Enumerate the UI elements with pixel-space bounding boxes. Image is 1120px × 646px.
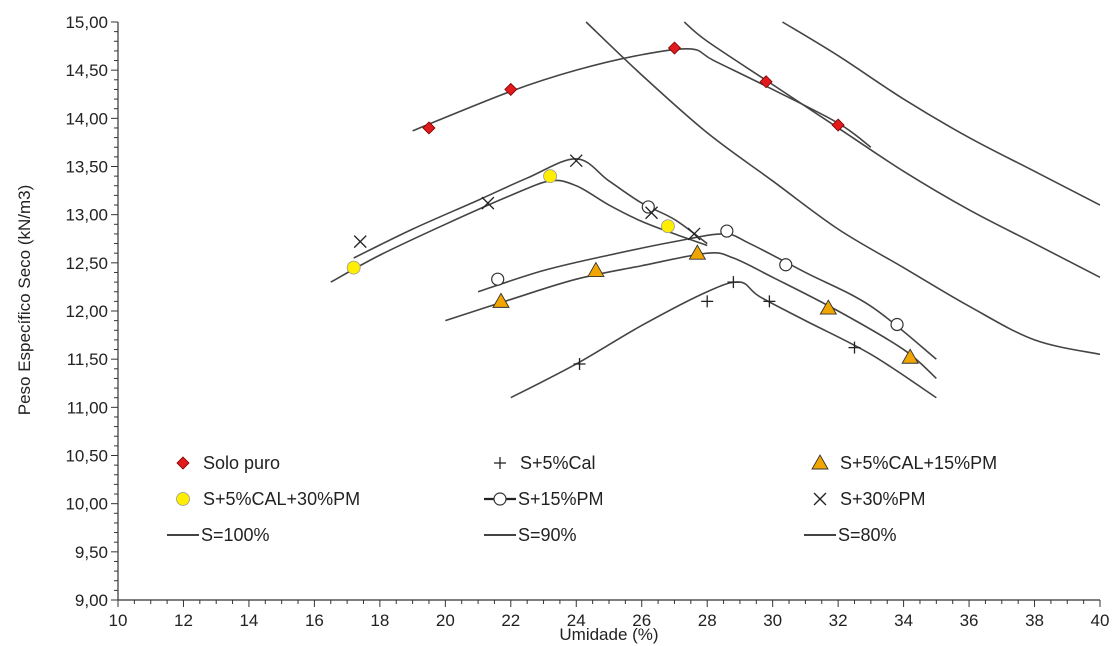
legend-marker (176, 456, 190, 470)
legend-label: S+5%CAL+15%PM (840, 453, 997, 473)
legend-item-s-5-cal-30-pm: S+5%CAL+30%PM (176, 489, 360, 509)
point-s-15-pm (890, 317, 904, 332)
curve-s-80 (782, 21, 1101, 206)
legend-label: S+15%PM (518, 489, 604, 509)
x-tick-label: 36 (960, 611, 979, 630)
x-tick-label: 18 (370, 611, 389, 630)
curve-s-5-cal-15-pm (445, 252, 937, 380)
point-s-5-cal (701, 295, 714, 308)
point-s-30-pm (687, 227, 701, 241)
y-tick-label: 11,50 (67, 350, 108, 369)
point-s-15-pm (720, 224, 734, 238)
point-solo-puro (422, 121, 436, 135)
point-s-5-cal (763, 295, 776, 308)
legend-item-s-15-pm: S+15%PM (484, 489, 604, 509)
x-axis-title: Umidade (%) (559, 625, 658, 644)
legend-label: S+5%CAL+30%PM (203, 489, 360, 509)
y-tick-label: 11,00 (67, 398, 108, 417)
point-s-5-cal (848, 341, 861, 354)
point-s-5-cal (727, 276, 740, 289)
legend-item-s-100: S=100% (167, 525, 270, 545)
x-tick-label: 16 (305, 611, 324, 630)
y-tick-label: 14,50 (65, 61, 108, 80)
legend-item-solo-puro: Solo puro (176, 453, 280, 473)
fit-curves (330, 21, 1101, 399)
point-s-30-pm (353, 235, 367, 249)
y-tick-label: 14,00 (65, 109, 108, 128)
y-tick-label: 13,50 (65, 158, 108, 177)
point-solo-puro (831, 118, 845, 132)
x-tick-label: 28 (698, 611, 717, 630)
x-tick-label: 24 (567, 611, 586, 630)
legend: Solo puro S+5%Cal S+5%CAL+15%PM S+5%CAL+30%… (167, 453, 997, 545)
point-s-15-pm (491, 272, 505, 286)
legend-label: S=100% (201, 525, 270, 545)
legend-marker (811, 454, 829, 470)
legend-marker (494, 457, 506, 469)
legend-item-s-80: S=80% (804, 525, 897, 545)
y-tick-label: 10,00 (65, 495, 108, 514)
curve-s-5-cal-30-pm (330, 179, 708, 283)
point-s-5-cal-15-pm (587, 261, 605, 277)
point-s-5-cal-30-pm (543, 169, 557, 184)
legend-label: S=80% (838, 525, 897, 545)
x-tick-label: 14 (239, 611, 258, 630)
legend-marker (176, 492, 190, 506)
point-s-30-pm (569, 154, 583, 168)
point-s-5-cal-30-pm (346, 260, 361, 275)
x-tick-label: 38 (1025, 611, 1044, 630)
point-s-30-pm (481, 196, 495, 210)
point-s-15-pm (641, 200, 655, 214)
x-tick-label: 22 (501, 611, 520, 630)
legend-marker (493, 492, 507, 506)
point-solo-puro (759, 75, 773, 89)
legend-marker (813, 492, 827, 506)
axes: 10 12 14 16 18 20 22 24 26 28 30 32 34 36 38 40 9,00 9,50… (65, 13, 1109, 630)
point-s-5-cal-15-pm (688, 244, 707, 260)
legend-label: S+30%PM (840, 489, 926, 509)
curve-s-90 (683, 21, 1101, 278)
x-tick-label: 12 (174, 611, 193, 630)
legend-label: Solo puro (203, 453, 280, 473)
y-tick-label: 12,50 (65, 254, 108, 273)
point-solo-puro (504, 82, 518, 96)
x-tick-label: 10 (109, 611, 128, 630)
data-markers (346, 41, 919, 370)
x-tick-label: 34 (894, 611, 913, 630)
legend-item-s-5-cal: S+5%Cal (494, 453, 596, 473)
legend-item-s-90: S=90% (484, 525, 577, 545)
curve-solo-puro (412, 48, 872, 148)
y-axis-title: Peso Específico Seco (kN/m3) (15, 185, 34, 416)
x-tick-label: 30 (763, 611, 782, 630)
legend-label: S=90% (518, 525, 577, 545)
point-s-5-cal (573, 357, 586, 370)
point-s-30-pm (645, 206, 659, 220)
y-tick-label: 13,00 (65, 206, 108, 225)
y-tick-label: 15,00 (65, 13, 108, 32)
curve-s-30-pm (353, 157, 708, 259)
legend-item-s-30-pm: S+30%PM (813, 489, 926, 509)
legend-label: S+5%Cal (520, 453, 596, 473)
y-tick-label: 12,00 (65, 302, 108, 321)
point-s-5-cal-15-pm (819, 299, 838, 315)
x-tick-label: 40 (1091, 611, 1110, 630)
y-tick-label: 10,50 (65, 447, 108, 466)
legend-item-s-5-cal-15-pm: S+5%CAL+15%PM (811, 453, 997, 473)
point-solo-puro (667, 41, 682, 55)
point-s-15-pm (779, 258, 793, 272)
curve-s-100 (585, 21, 1101, 356)
x-tick-label: 32 (829, 611, 848, 630)
y-tick-label: 9,50 (75, 543, 108, 562)
point-s-5-cal-30-pm (661, 219, 675, 234)
y-tick-label: 9,00 (75, 591, 108, 610)
curve-s-5-cal (510, 281, 937, 399)
x-tick-label: 26 (632, 611, 651, 630)
x-tick-label: 20 (436, 611, 455, 630)
point-s-5-cal-15-pm (492, 292, 510, 308)
point-s-5-cal-15-pm (901, 348, 919, 364)
